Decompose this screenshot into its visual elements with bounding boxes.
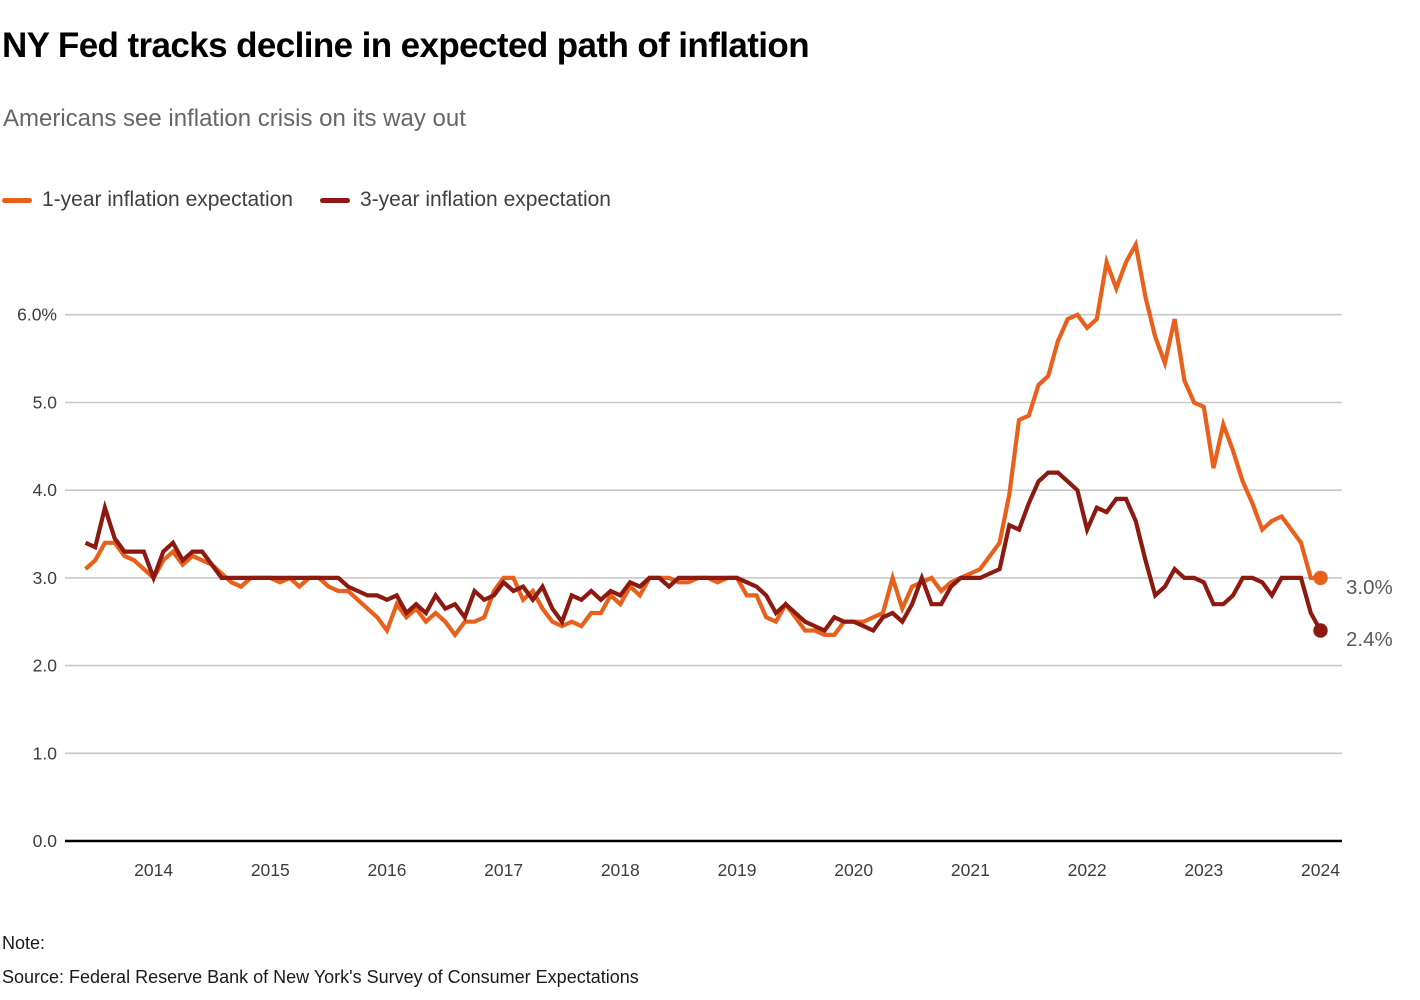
legend-label-3yr: 3-year inflation expectation [360, 188, 611, 211]
x-axis-tick-label: 2018 [601, 860, 640, 880]
y-axis-tick-label: 1.0 [33, 743, 58, 763]
x-axis-tick-label: 2016 [368, 860, 407, 880]
legend-label-1yr: 1-year inflation expectation [42, 188, 293, 211]
x-axis-tick-label: 2014 [134, 860, 173, 880]
source-attribution: Source: Federal Reserve Bank of New York… [2, 967, 639, 987]
y-axis-tick-label: 0.0 [33, 831, 58, 851]
legend-swatch-1yr-icon [2, 197, 32, 203]
legend-swatch-3yr-icon [320, 197, 350, 203]
chart-title: NY Fed tracks decline in expected path o… [2, 26, 810, 65]
y-axis-tick-label: 3.0 [33, 568, 58, 588]
x-axis-tick-label: 2020 [834, 860, 873, 880]
series-line-3yr [84, 470, 1323, 634]
legend-item-1yr: 1-year inflation expectation [2, 188, 293, 212]
y-axis-tick-label: 5.0 [33, 393, 58, 413]
x-axis-tick-label: 2022 [1068, 860, 1107, 880]
legend: 1-year inflation expectation 3-year infl… [2, 188, 611, 212]
end-value-label-1yr: 3.0% [1346, 576, 1393, 599]
x-axis-tick-label: 2024 [1301, 860, 1340, 880]
note-label: Note: [2, 933, 46, 953]
x-axis-tick-label: 2015 [251, 860, 290, 880]
series-end-dot-3yr [1313, 623, 1328, 638]
end-value-label-3yr: 2.4% [1346, 628, 1393, 651]
legend-item-3yr: 3-year inflation expectation [320, 188, 611, 212]
x-axis-tick-label: 2023 [1184, 860, 1223, 880]
y-axis-tick-label: 2.0 [33, 656, 58, 676]
chart-subtitle: Americans see inflation crisis on its wa… [3, 105, 466, 132]
x-axis-tick-label: 2017 [484, 860, 523, 880]
x-axis-tick-label: 2021 [951, 860, 990, 880]
y-axis-tick-label: 4.0 [33, 480, 58, 500]
y-axis-tick-label: 6.0% [17, 305, 57, 325]
series-end-dot-1yr [1313, 570, 1328, 586]
x-axis-tick-label: 2019 [718, 860, 757, 880]
